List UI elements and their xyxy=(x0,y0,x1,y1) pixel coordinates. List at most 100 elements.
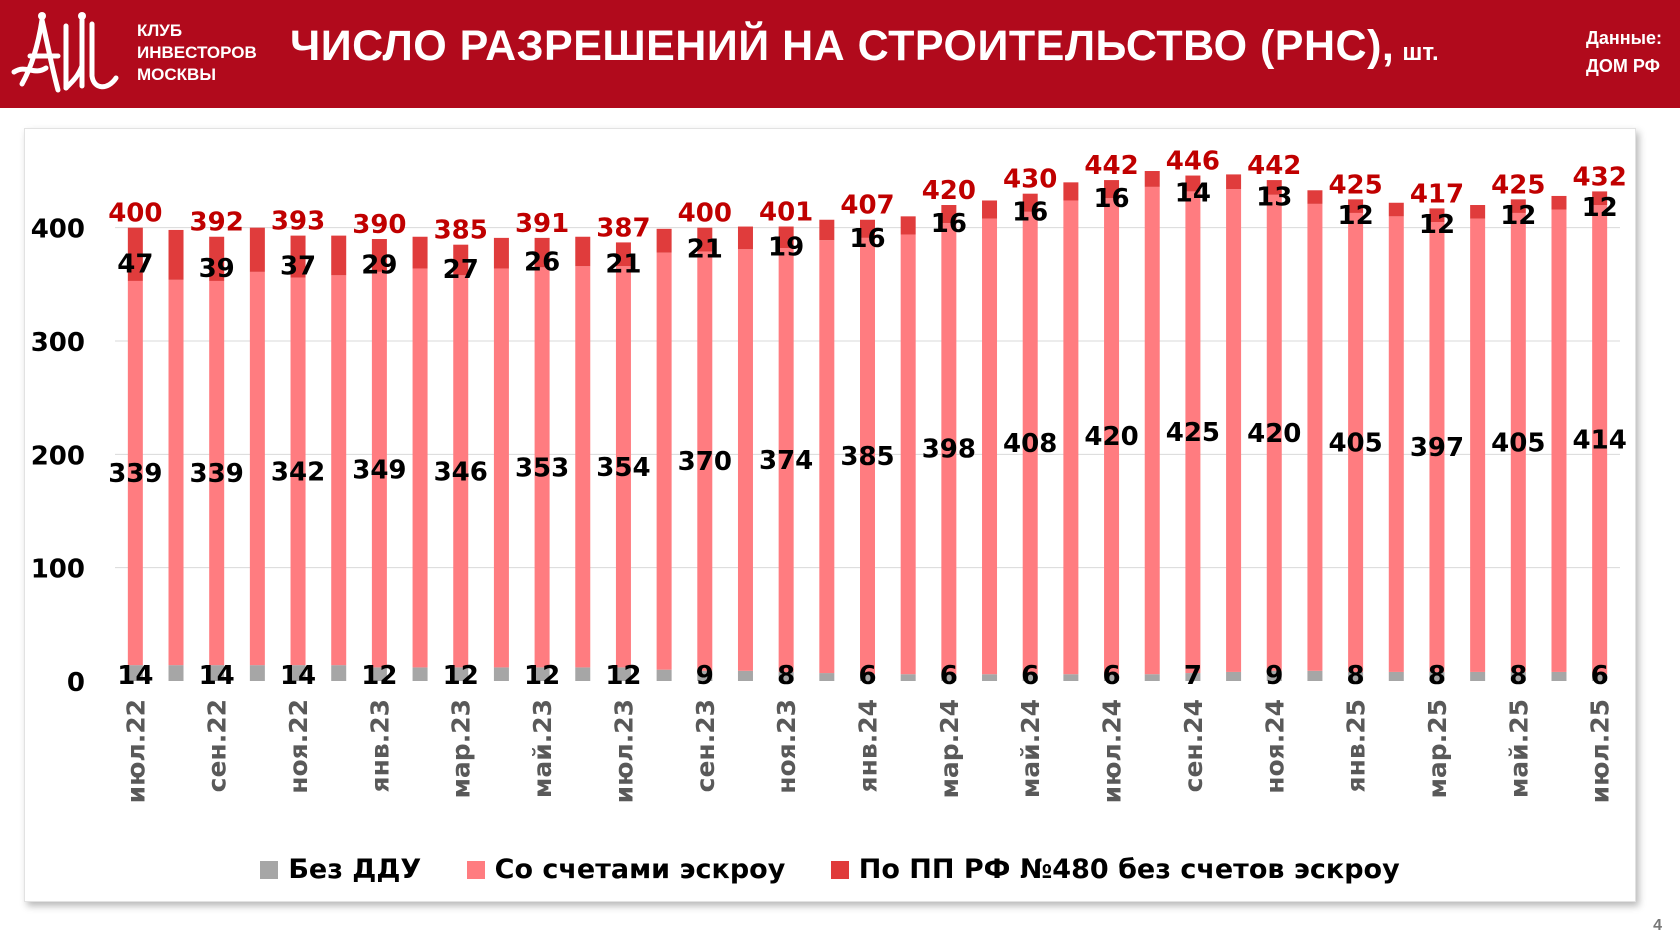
club-logo-icon xyxy=(11,12,119,93)
no-ddu-label: 8 xyxy=(777,661,795,691)
escrow-label: 398 xyxy=(922,435,976,465)
bar-segment xyxy=(1551,195,1567,210)
y-tick-label: 400 xyxy=(31,215,85,245)
bar-segment xyxy=(1551,209,1567,672)
bar-segment xyxy=(1429,671,1445,681)
bar-segment xyxy=(941,205,957,224)
y-tick-label: 300 xyxy=(31,328,85,358)
bar-segment xyxy=(1592,191,1608,206)
no-ddu-label: 6 xyxy=(1591,661,1609,691)
no-ddu-label: 12 xyxy=(443,661,479,691)
legend-label: Без ДДУ xyxy=(288,854,422,885)
bar-segment xyxy=(290,277,306,666)
x-tick-label: сен.22 xyxy=(203,699,232,792)
bar-segment xyxy=(1510,199,1526,213)
bar-segment xyxy=(1226,671,1242,681)
bar-segment xyxy=(819,240,835,674)
bar-segment xyxy=(1348,212,1364,672)
bar-segment xyxy=(575,266,591,668)
bar-segment xyxy=(900,234,916,675)
x-tick-label: май.24 xyxy=(1016,699,1045,798)
bar-segment xyxy=(453,244,469,276)
total-label: 446 xyxy=(1166,147,1220,177)
escrow-label: 405 xyxy=(1491,428,1545,458)
legend-item-no-ddu: Без ДДУ xyxy=(260,854,421,885)
escrow-label: 420 xyxy=(1084,422,1138,452)
bar-segment xyxy=(209,236,225,281)
bar-segment xyxy=(249,227,265,272)
bar-segment xyxy=(412,268,428,668)
no-ddu-label: 12 xyxy=(605,661,641,691)
title-unit: шт. xyxy=(1402,39,1439,66)
legend-label: По ПП РФ №480 без счетов эскроу xyxy=(858,854,1400,885)
bar-segment xyxy=(412,236,428,269)
escrow-label: 385 xyxy=(840,442,894,472)
bar-segment xyxy=(412,667,428,681)
bar-segment xyxy=(737,226,753,250)
x-tick-label: июл.23 xyxy=(609,699,638,803)
bar-segment xyxy=(371,667,387,681)
bar-segment xyxy=(1022,674,1038,681)
bar-segment xyxy=(168,229,184,280)
bar-segment xyxy=(1429,208,1445,223)
no-ddu-label: 7 xyxy=(1184,661,1202,691)
bar-segment xyxy=(575,236,591,267)
bar-segment xyxy=(127,665,143,681)
total-label: 400 xyxy=(678,199,732,229)
no-ddu-label: 8 xyxy=(1347,661,1365,691)
legend-swatch xyxy=(260,861,279,879)
bar-segment xyxy=(656,228,672,253)
bar-segment xyxy=(1185,191,1201,674)
no-ddu-label: 14 xyxy=(117,661,153,691)
bar-segment xyxy=(1063,200,1079,675)
bar-segment xyxy=(1510,671,1526,681)
bar-segment xyxy=(453,667,469,681)
x-tick-label: ноя.22 xyxy=(284,699,313,794)
bar-segment xyxy=(1144,186,1160,675)
bar-segment xyxy=(860,674,875,681)
x-tick-label: май.23 xyxy=(528,699,557,798)
total-label: 442 xyxy=(1247,151,1301,181)
escrow-label: 420 xyxy=(1247,419,1301,449)
bar-segment xyxy=(656,669,672,681)
bar-segment xyxy=(1226,174,1242,190)
pp480-label: 37 xyxy=(280,252,316,282)
pp480-label: 29 xyxy=(361,250,397,280)
legend-item-pp480: По ПП РФ №480 без счетов эскроу xyxy=(830,854,1400,885)
escrow-label: 370 xyxy=(678,447,732,477)
bar-segment xyxy=(1307,670,1323,681)
bar-segment xyxy=(1104,180,1120,199)
escrow-label: 339 xyxy=(108,459,162,489)
x-tick-label: сен.23 xyxy=(691,699,720,792)
bar-segment xyxy=(941,674,957,681)
pp480-label: 12 xyxy=(1419,210,1455,240)
total-label: 391 xyxy=(515,209,569,239)
escrow-label: 354 xyxy=(596,453,650,483)
escrow-label: 405 xyxy=(1328,428,1382,458)
total-label: 417 xyxy=(1410,179,1464,209)
bar-segment xyxy=(1266,670,1282,681)
bar-segment xyxy=(290,235,306,278)
no-ddu-label: 14 xyxy=(280,661,316,691)
title-text: ЧИСЛО РАЗРЕШЕНИЙ НА СТРОИТЕЛЬСТВО (РНС), xyxy=(290,22,1395,70)
bar-segment xyxy=(1388,671,1404,681)
total-label: 385 xyxy=(434,216,488,246)
pp480-label: 16 xyxy=(1093,184,1129,214)
club-name-line: КЛУБ xyxy=(137,21,183,40)
page-title: ЧИСЛО РАЗРЕШЕНИЙ НА СТРОИТЕЛЬСТВО (РНС),… xyxy=(290,22,1439,71)
bar-segment xyxy=(615,667,631,681)
bar-segment xyxy=(1266,180,1282,195)
bar-segment xyxy=(819,219,835,241)
escrow-label: 414 xyxy=(1573,426,1627,456)
escrow-label: 397 xyxy=(1410,433,1464,463)
x-tick-label: июл.22 xyxy=(121,699,150,803)
pp480-label: 16 xyxy=(849,224,885,254)
escrow-label: 408 xyxy=(1003,429,1057,459)
bar-segment xyxy=(1470,671,1486,681)
bar-segment xyxy=(127,227,143,281)
bar-segment xyxy=(1266,194,1282,671)
source-name: ДОМ РФ xyxy=(1586,56,1660,76)
bar-segment xyxy=(249,665,265,681)
legend-swatch xyxy=(830,861,849,879)
bar-segment xyxy=(697,670,713,681)
